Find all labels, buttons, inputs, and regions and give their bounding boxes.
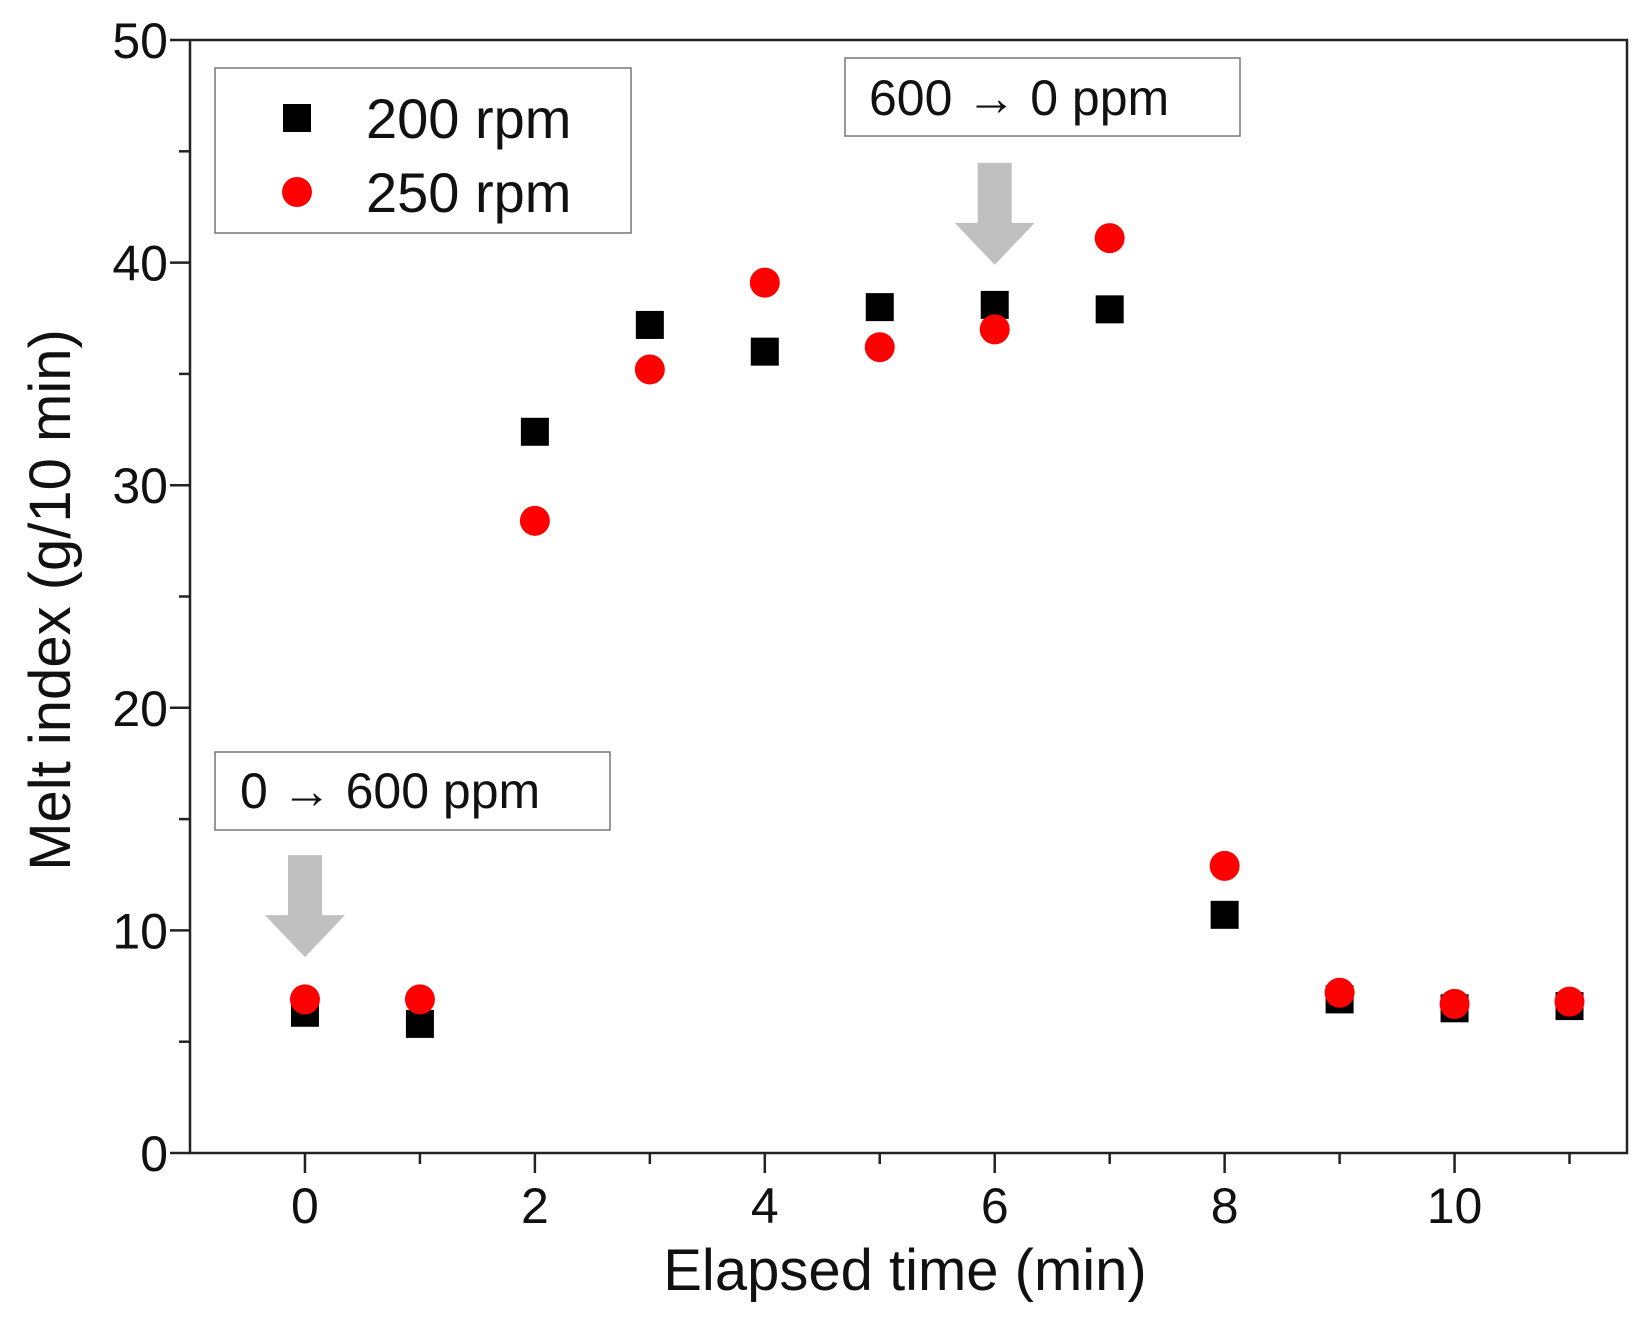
data-point-250rpm (519, 505, 550, 536)
annotation-label: 600 → 0 ppm (869, 70, 1169, 126)
y-tick-label: 0 (140, 1126, 168, 1182)
data-point-200rpm (520, 417, 549, 446)
y-tick-label: 10 (112, 903, 168, 959)
data-point-250rpm (864, 332, 895, 363)
y-tick-label: 30 (112, 458, 168, 514)
data-points (289, 223, 1585, 1038)
annotation-box (844, 57, 1241, 137)
legend-marker-circle (282, 177, 312, 207)
legend: 200 rpm 250 rpm (214, 67, 632, 234)
data-point-250rpm (634, 354, 665, 385)
x-tick-label: 10 (1427, 1178, 1483, 1234)
data-point-200rpm (1095, 295, 1124, 324)
y-axis-title: Melt index (g/10 min) (18, 329, 83, 871)
data-point-200rpm (1210, 900, 1239, 929)
x-tick-label: 4 (751, 1178, 779, 1234)
data-point-200rpm (750, 337, 779, 366)
data-point-200rpm (635, 310, 664, 339)
annotation-label: 0 → 600 ppm (240, 763, 540, 819)
legend-box (214, 67, 632, 234)
legend-marker-square (283, 104, 311, 132)
x-axis-title: Elapsed time (min) (663, 1238, 1146, 1303)
data-point-250rpm (1554, 986, 1585, 1017)
legend-label: 200 rpm (366, 87, 571, 150)
data-point-200rpm (405, 1009, 434, 1038)
data-point-250rpm (1324, 977, 1355, 1008)
x-tick-label: 6 (981, 1178, 1009, 1234)
x-tick-label: 0 (291, 1178, 319, 1234)
data-point-250rpm (749, 267, 780, 298)
data-point-200rpm (865, 293, 894, 322)
data-point-200rpm (980, 290, 1009, 319)
axes: 0 2 4 6 8 10 0 10 20 30 40 50 (112, 13, 1629, 1234)
annotation-arrow (954, 162, 1035, 265)
data-point-250rpm (404, 984, 435, 1015)
annotation-box (214, 751, 611, 831)
x-tick-label: 8 (1211, 1178, 1239, 1234)
annotation-arrow (264, 855, 345, 958)
data-point-250rpm (1094, 223, 1125, 254)
data-point-250rpm (1439, 988, 1470, 1019)
x-tick-label: 2 (521, 1178, 549, 1234)
data-point-250rpm (289, 984, 320, 1015)
y-tick-label: 20 (112, 681, 168, 737)
y-tick-label: 40 (112, 236, 168, 292)
data-point-250rpm (1209, 850, 1240, 881)
annotations: 0 → 600 ppm 600 → 0 ppm (214, 57, 1241, 958)
data-point-250rpm (979, 314, 1010, 345)
y-tick-label: 50 (112, 13, 168, 69)
legend-label: 250 rpm (366, 161, 571, 224)
